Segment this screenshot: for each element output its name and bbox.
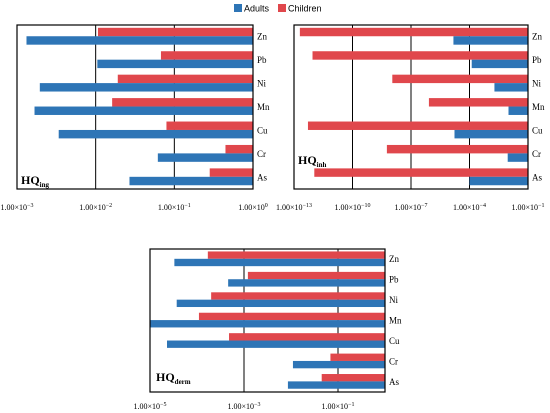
bar-children-pb xyxy=(312,51,528,60)
category-label: Cr xyxy=(257,149,266,159)
category-label: Cr xyxy=(389,356,398,366)
bar-children-cr xyxy=(225,144,253,154)
category-label: Pb xyxy=(532,55,542,65)
category-label: Ni xyxy=(257,79,266,89)
chart-panel-dermal: Zn Pb Ni Mn Cu Cr As 1.00×10−5 1.00×10−3 1.00×10−… xyxy=(134,248,402,411)
bar-adults-mn xyxy=(34,106,254,115)
bar-children-cr xyxy=(386,144,528,154)
x-tick-label: 1.00×10−5 xyxy=(134,402,167,411)
category-label: Pb xyxy=(257,55,267,65)
bar-adults-ni xyxy=(39,83,253,92)
bar-adults-pb xyxy=(228,279,385,287)
bar-adults-ni xyxy=(494,83,528,92)
x-tick-label: 1.00×10−4 xyxy=(453,203,486,212)
bar-children-cr xyxy=(330,353,385,361)
x-tick-label: 1.00×10−3 xyxy=(228,402,261,411)
category-label: Mn xyxy=(257,102,270,112)
bar-children-zn xyxy=(207,251,385,259)
legend-label-adults: Adults xyxy=(244,4,270,14)
bar-children-as xyxy=(314,168,528,177)
x-tick-label: 1.00×100 xyxy=(238,203,268,212)
category-label: Ni xyxy=(532,79,541,89)
bar-adults-zn xyxy=(26,36,253,45)
category-label: Mn xyxy=(389,316,402,326)
x-tick-label: 1.00×10−1 xyxy=(158,203,191,212)
panel-label: HQing xyxy=(21,173,50,189)
plot-frame xyxy=(16,24,254,190)
bar-children-zn xyxy=(97,27,254,37)
bar-children-ni xyxy=(117,74,253,84)
x-tick-label: 1.00×10−10 xyxy=(335,203,371,212)
bar-children-mn xyxy=(112,98,253,107)
category-label: Mn xyxy=(532,102,545,112)
plot-frame xyxy=(149,248,386,393)
bar-children-pb xyxy=(247,271,385,280)
chart-panel-inhalation: Zn Pb Ni Mn Cu Cr As 1.00×10−13 1.00×10−10 1.00×1… xyxy=(276,24,545,212)
bar-adults-cr xyxy=(157,153,253,162)
category-label: Cu xyxy=(532,125,543,135)
bar-adults-cu xyxy=(167,340,385,348)
panel-label: HQinh xyxy=(298,153,327,169)
category-label: Cu xyxy=(389,336,400,346)
bar-children-ni xyxy=(392,74,528,84)
bar-adults-cr xyxy=(507,153,528,162)
bar-adults-zn xyxy=(174,258,385,267)
bar-adults-zn xyxy=(453,36,528,45)
category-label: As xyxy=(389,377,399,387)
bar-children-as xyxy=(209,168,253,177)
bar-adults-as xyxy=(469,176,528,186)
x-tick-label: 1.00×10−1 xyxy=(512,203,545,212)
legend: Adults Children xyxy=(234,4,322,14)
panel-label: HQderm xyxy=(156,370,191,386)
bar-children-mn xyxy=(428,98,528,107)
category-label: Pb xyxy=(389,275,399,285)
x-tick-label: 1.00×10−1 xyxy=(322,402,355,411)
x-tick-label: 1.00×10−3 xyxy=(1,203,34,212)
bar-adults-cu xyxy=(58,129,253,139)
bar-adults-as xyxy=(287,381,385,389)
category-label: Cu xyxy=(257,125,268,135)
bar-adults-pb xyxy=(97,59,253,69)
category-label: Ni xyxy=(389,295,398,305)
bar-adults-pb xyxy=(471,59,528,69)
x-tick-label: 1.00×10−7 xyxy=(395,203,428,212)
category-label: Zn xyxy=(257,32,267,42)
legend-swatch-children xyxy=(278,4,286,12)
bar-children-zn xyxy=(299,27,528,37)
bar-children-ni xyxy=(211,292,385,300)
bar-children-cu xyxy=(166,121,253,130)
category-label: Cr xyxy=(532,149,541,159)
bar-children-pb xyxy=(160,51,253,60)
bar-adults-mn xyxy=(150,320,385,328)
bar-adults-cr xyxy=(292,360,385,369)
bar-children-cu xyxy=(307,121,528,130)
bar-adults-cu xyxy=(454,129,528,139)
category-label: Zn xyxy=(389,254,399,264)
category-label: As xyxy=(257,172,267,182)
bar-adults-mn xyxy=(508,106,528,115)
category-label: Zn xyxy=(532,32,542,42)
bar-children-mn xyxy=(198,312,385,321)
bar-adults-as xyxy=(129,176,253,186)
chart-panel-ingestion: Zn Pb Ni Mn Cu Cr As 1.00×10−3 1.00×10−2 1.00×10−… xyxy=(1,24,270,212)
plot-frame xyxy=(293,24,529,190)
legend-swatch-adults xyxy=(234,4,242,12)
category-label: As xyxy=(532,172,542,182)
bar-children-cu xyxy=(229,333,385,341)
bar-adults-ni xyxy=(176,299,385,308)
x-tick-label: 1.00×10−2 xyxy=(79,203,112,212)
x-tick-label: 1.00×10−13 xyxy=(276,203,312,212)
bar-children-as xyxy=(321,374,385,382)
legend-label-children: Children xyxy=(288,4,322,14)
